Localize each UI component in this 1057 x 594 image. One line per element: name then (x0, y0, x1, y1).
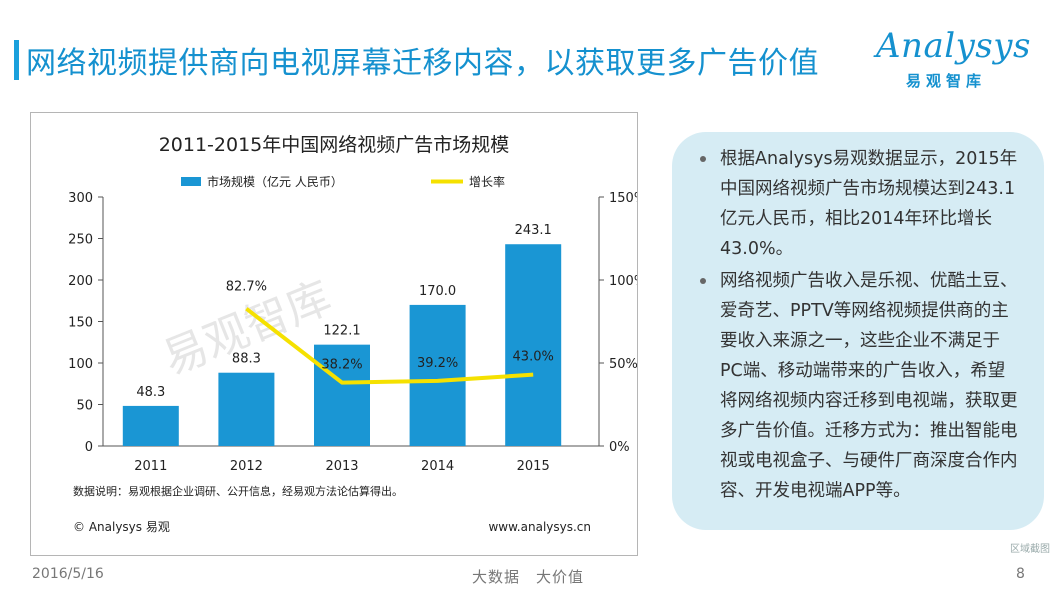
chart-title: 2011-2015年中国网络视频广告市场规模 (159, 134, 510, 156)
bar-value-label: 48.3 (136, 385, 165, 400)
logo-text-en: Analysys (876, 26, 1031, 66)
chart-website: www.analysys.cn (488, 520, 591, 534)
footer-date: 2016/5/16 (32, 566, 104, 582)
x-tick-label: 2011 (134, 459, 167, 474)
bar (122, 405, 179, 446)
info-bullet: 网络视频广告收入是乐视、优酷土豆、爱奇艺、PPTV等网络视频提供商的主要收入来源… (700, 266, 1022, 506)
bar (314, 344, 370, 446)
legend-line-label: 增长率 (469, 174, 505, 189)
y-left-tick-label: 250 (68, 233, 93, 248)
x-tick-label: 2012 (230, 459, 263, 474)
market-size-chart: 易观智库 2011-2015年中国网络视频广告市场规模 市场规模（亿元 人民币）… (68, 134, 637, 534)
logo-text-cn: 易观智库 (906, 72, 987, 90)
chart-container: 易观智库 2011-2015年中国网络视频广告市场规模 市场规模（亿元 人民币）… (30, 112, 638, 556)
info-bullet-text: 根据Analysys易观数据显示，2015年中国网络视频广告市场规模达到243.… (720, 149, 1018, 259)
bar-value-label: 170.0 (419, 284, 456, 299)
y-left-tick-label: 50 (76, 399, 93, 414)
legend-bar-swatch (181, 177, 201, 186)
growth-rate-label: 82.7% (226, 280, 267, 295)
y-right-tick-label: 150% (609, 191, 637, 206)
y-left-tick-label: 0 (85, 440, 93, 455)
growth-rate-line (245, 307, 534, 385)
info-bullet-text: 网络视频广告收入是乐视、优酷土豆、爱奇艺、PPTV等网络视频提供商的主要收入来源… (720, 271, 1018, 501)
page-title: 网络视频提供商向电视屏幕迁移内容，以获取更多广告价值 (26, 46, 819, 81)
growth-rate-label: 38.2% (321, 358, 362, 373)
growth-line (245, 307, 534, 385)
info-panel: 根据Analysys易观数据显示，2015年中国网络视频广告市场规模达到243.… (672, 132, 1044, 530)
chart-legend: 市场规模（亿元 人民币） 增长率 (181, 174, 505, 189)
bar-value-label: 88.3 (232, 352, 261, 367)
bar (409, 304, 466, 446)
chart-axes: 0 50 100 150 200 250 300 0% 50% 100% 150% 2011 2012 2… (68, 191, 637, 474)
y-right-tick-label: 100% (609, 274, 637, 289)
chart-bars (122, 244, 562, 446)
analysys-logo: Analysys 易观智库 (876, 26, 1036, 96)
y-left-tick-label: 300 (68, 191, 93, 206)
bullet-dot-icon (700, 278, 706, 284)
growth-rate-label: 39.2% (417, 356, 458, 371)
growth-rate-label: 43.0% (513, 350, 554, 365)
footer-slogan: 大数据 大价值 (472, 568, 585, 586)
y-left-tick-label: 150 (68, 316, 93, 331)
info-bullet-list: 根据Analysys易观数据显示，2015年中国网络视频广告市场规模达到243.… (672, 132, 1044, 506)
page-number: 8 (1016, 566, 1025, 582)
info-bullet: 根据Analysys易观数据显示，2015年中国网络视频广告市场规模达到243.… (700, 144, 1022, 264)
bullet-dot-icon (700, 156, 706, 162)
x-tick-label: 2015 (517, 459, 550, 474)
bar (218, 372, 275, 446)
bar (505, 244, 562, 446)
x-tick-label: 2013 (325, 459, 358, 474)
y-right-tick-label: 50% (609, 357, 637, 372)
chart-note: 数据说明：易观根据企业调研、公开信息，经易观方法论估算得出。 (73, 484, 403, 498)
corner-tag: 区域截图 (1010, 544, 1050, 555)
y-left-tick-label: 100 (68, 357, 93, 372)
y-left-tick-label: 200 (68, 274, 93, 289)
bar-value-label: 122.1 (323, 324, 360, 339)
title-accent-bar (14, 40, 19, 80)
chart-copyright: © Analysys 易观 (73, 520, 170, 534)
chart-data-labels: 48.3 88.3 122.1 170.0 243.1 82.7% 38.2% 39.2% 43… (136, 223, 554, 400)
bar-value-label: 243.1 (515, 223, 552, 238)
legend-bar-label: 市场规模（亿元 人民币） (207, 174, 343, 189)
y-right-tick-label: 0% (609, 440, 630, 455)
x-tick-label: 2014 (421, 459, 454, 474)
